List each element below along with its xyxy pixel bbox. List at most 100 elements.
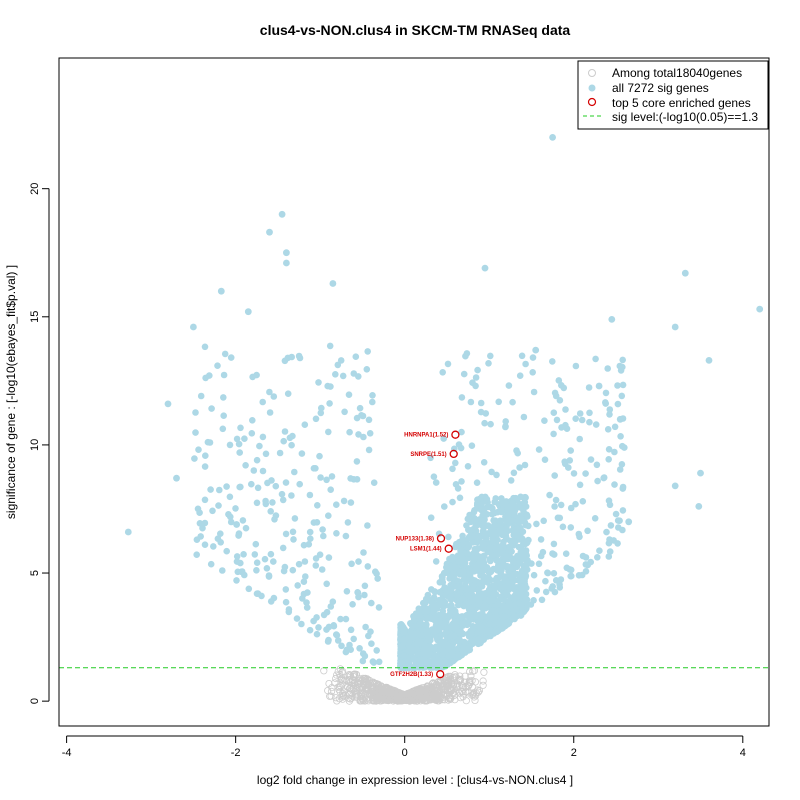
sig-gene-point <box>271 516 278 523</box>
nonsig-gene-point <box>346 695 354 703</box>
sig-gene-point <box>442 629 450 636</box>
sig-gene-point <box>504 506 511 513</box>
sig-gene-outlier-point <box>283 249 290 257</box>
sig-gene-point <box>558 424 565 431</box>
sig-gene-point <box>606 548 614 555</box>
nonsig-gene-point <box>469 690 477 699</box>
sig-gene-point <box>497 593 504 601</box>
sig-gene-point <box>488 596 495 604</box>
sig-gene-point <box>594 554 601 561</box>
sig-gene-point <box>356 404 364 412</box>
sig-gene-point <box>480 511 487 518</box>
sig-gene-point <box>436 588 444 596</box>
sig-gene-point <box>288 441 295 449</box>
sig-gene-point <box>492 495 500 502</box>
sig-gene-point <box>441 503 448 510</box>
sig-gene-point <box>226 493 234 501</box>
sig-gene-point <box>466 643 474 650</box>
sig-gene-point <box>362 623 369 631</box>
sig-gene-point <box>291 468 298 476</box>
core-gene-point <box>436 534 446 543</box>
y-tick-label: 0 <box>29 698 41 704</box>
core-gene-label: HNRNPA1(1.52) <box>404 433 448 439</box>
nonsig-gene-point <box>455 675 464 683</box>
sig-gene-point <box>498 495 505 502</box>
sig-gene-point <box>370 479 378 487</box>
sig-gene-outlier-point <box>681 269 689 277</box>
nonsig-gene-point <box>459 682 467 690</box>
sig-gene-point <box>618 461 626 468</box>
sig-gene-point <box>325 428 332 436</box>
y-tick-label: 5 <box>29 570 41 576</box>
sig-gene-point <box>423 621 430 628</box>
sig-gene-point <box>508 517 516 524</box>
sig-gene-point <box>469 526 476 533</box>
sig-gene-point <box>227 354 235 361</box>
sig-gene-point <box>249 417 256 424</box>
sig-gene-point <box>611 423 619 431</box>
sig-gene-point <box>337 357 345 364</box>
nonsig-gene-point <box>409 694 417 702</box>
sig-gene-point <box>300 578 308 585</box>
sig-gene-point <box>515 517 522 525</box>
sig-gene-point <box>493 471 500 479</box>
sig-gene-point <box>508 548 515 555</box>
sig-gene-point <box>365 416 373 424</box>
sig-gene-point <box>327 603 335 610</box>
sig-gene-point <box>280 567 288 575</box>
sig-gene-point <box>209 507 216 515</box>
sig-gene-point <box>557 501 565 509</box>
nonsig-gene-point <box>337 682 345 690</box>
sig-gene-point <box>279 544 287 552</box>
sig-gene-point <box>535 560 543 568</box>
sig-gene-point <box>619 363 626 371</box>
sig-gene-point <box>220 412 227 420</box>
nonsig-gene-point <box>334 667 342 676</box>
sig-gene-outlier-point <box>697 469 704 477</box>
sig-gene-point <box>429 599 437 607</box>
sig-gene-point <box>487 420 494 428</box>
sig-gene-point <box>467 586 474 594</box>
sig-gene-point <box>215 502 222 509</box>
sig-gene-point <box>310 519 318 526</box>
sig-gene-point <box>444 360 452 368</box>
sig-gene-point <box>307 535 314 542</box>
sig-gene-point <box>602 389 610 397</box>
nonsig-gene-point <box>374 696 382 704</box>
sig-gene-point <box>584 527 591 535</box>
sig-gene-point <box>566 457 574 464</box>
sig-gene-point <box>312 465 319 472</box>
sig-gene-point <box>587 456 595 463</box>
sig-gene-point <box>541 456 549 464</box>
sig-gene-point <box>604 365 611 372</box>
nonsig-gene-point <box>436 689 444 697</box>
sig-gene-point <box>605 539 613 547</box>
sig-gene-point <box>234 568 242 576</box>
sig-gene-point <box>367 628 374 635</box>
sig-gene-point <box>325 512 332 519</box>
sig-gene-point <box>289 566 297 574</box>
sig-gene-point <box>319 526 326 533</box>
sig-gene-point <box>592 421 600 428</box>
sig-gene-point <box>602 399 609 406</box>
sig-gene-point <box>365 446 373 454</box>
nonsig-gene-point <box>456 672 464 680</box>
chart-title: clus4-vs-NON.clus4 in SKCM-TM RNASeq dat… <box>260 22 571 38</box>
sig-gene-point <box>302 573 309 580</box>
sig-gene-point <box>333 501 340 509</box>
sig-gene-point <box>360 433 367 441</box>
sig-gene-point <box>517 512 524 519</box>
sig-gene-point <box>462 352 469 360</box>
sig-gene-point <box>510 469 518 477</box>
sig-gene-point <box>201 343 209 351</box>
sig-gene-point <box>489 526 497 534</box>
core-gene-point <box>449 449 458 459</box>
sig-gene-point <box>280 437 288 445</box>
sig-gene-point <box>316 551 324 558</box>
legend-label-core-genes: top 5 core enriched genes <box>612 96 751 110</box>
sig-gene-point <box>505 382 513 389</box>
sig-gene-point <box>342 615 350 623</box>
sig-gene-point <box>567 572 574 580</box>
sig-gene-point <box>523 539 531 546</box>
sig-gene-outlier-point <box>124 528 132 536</box>
